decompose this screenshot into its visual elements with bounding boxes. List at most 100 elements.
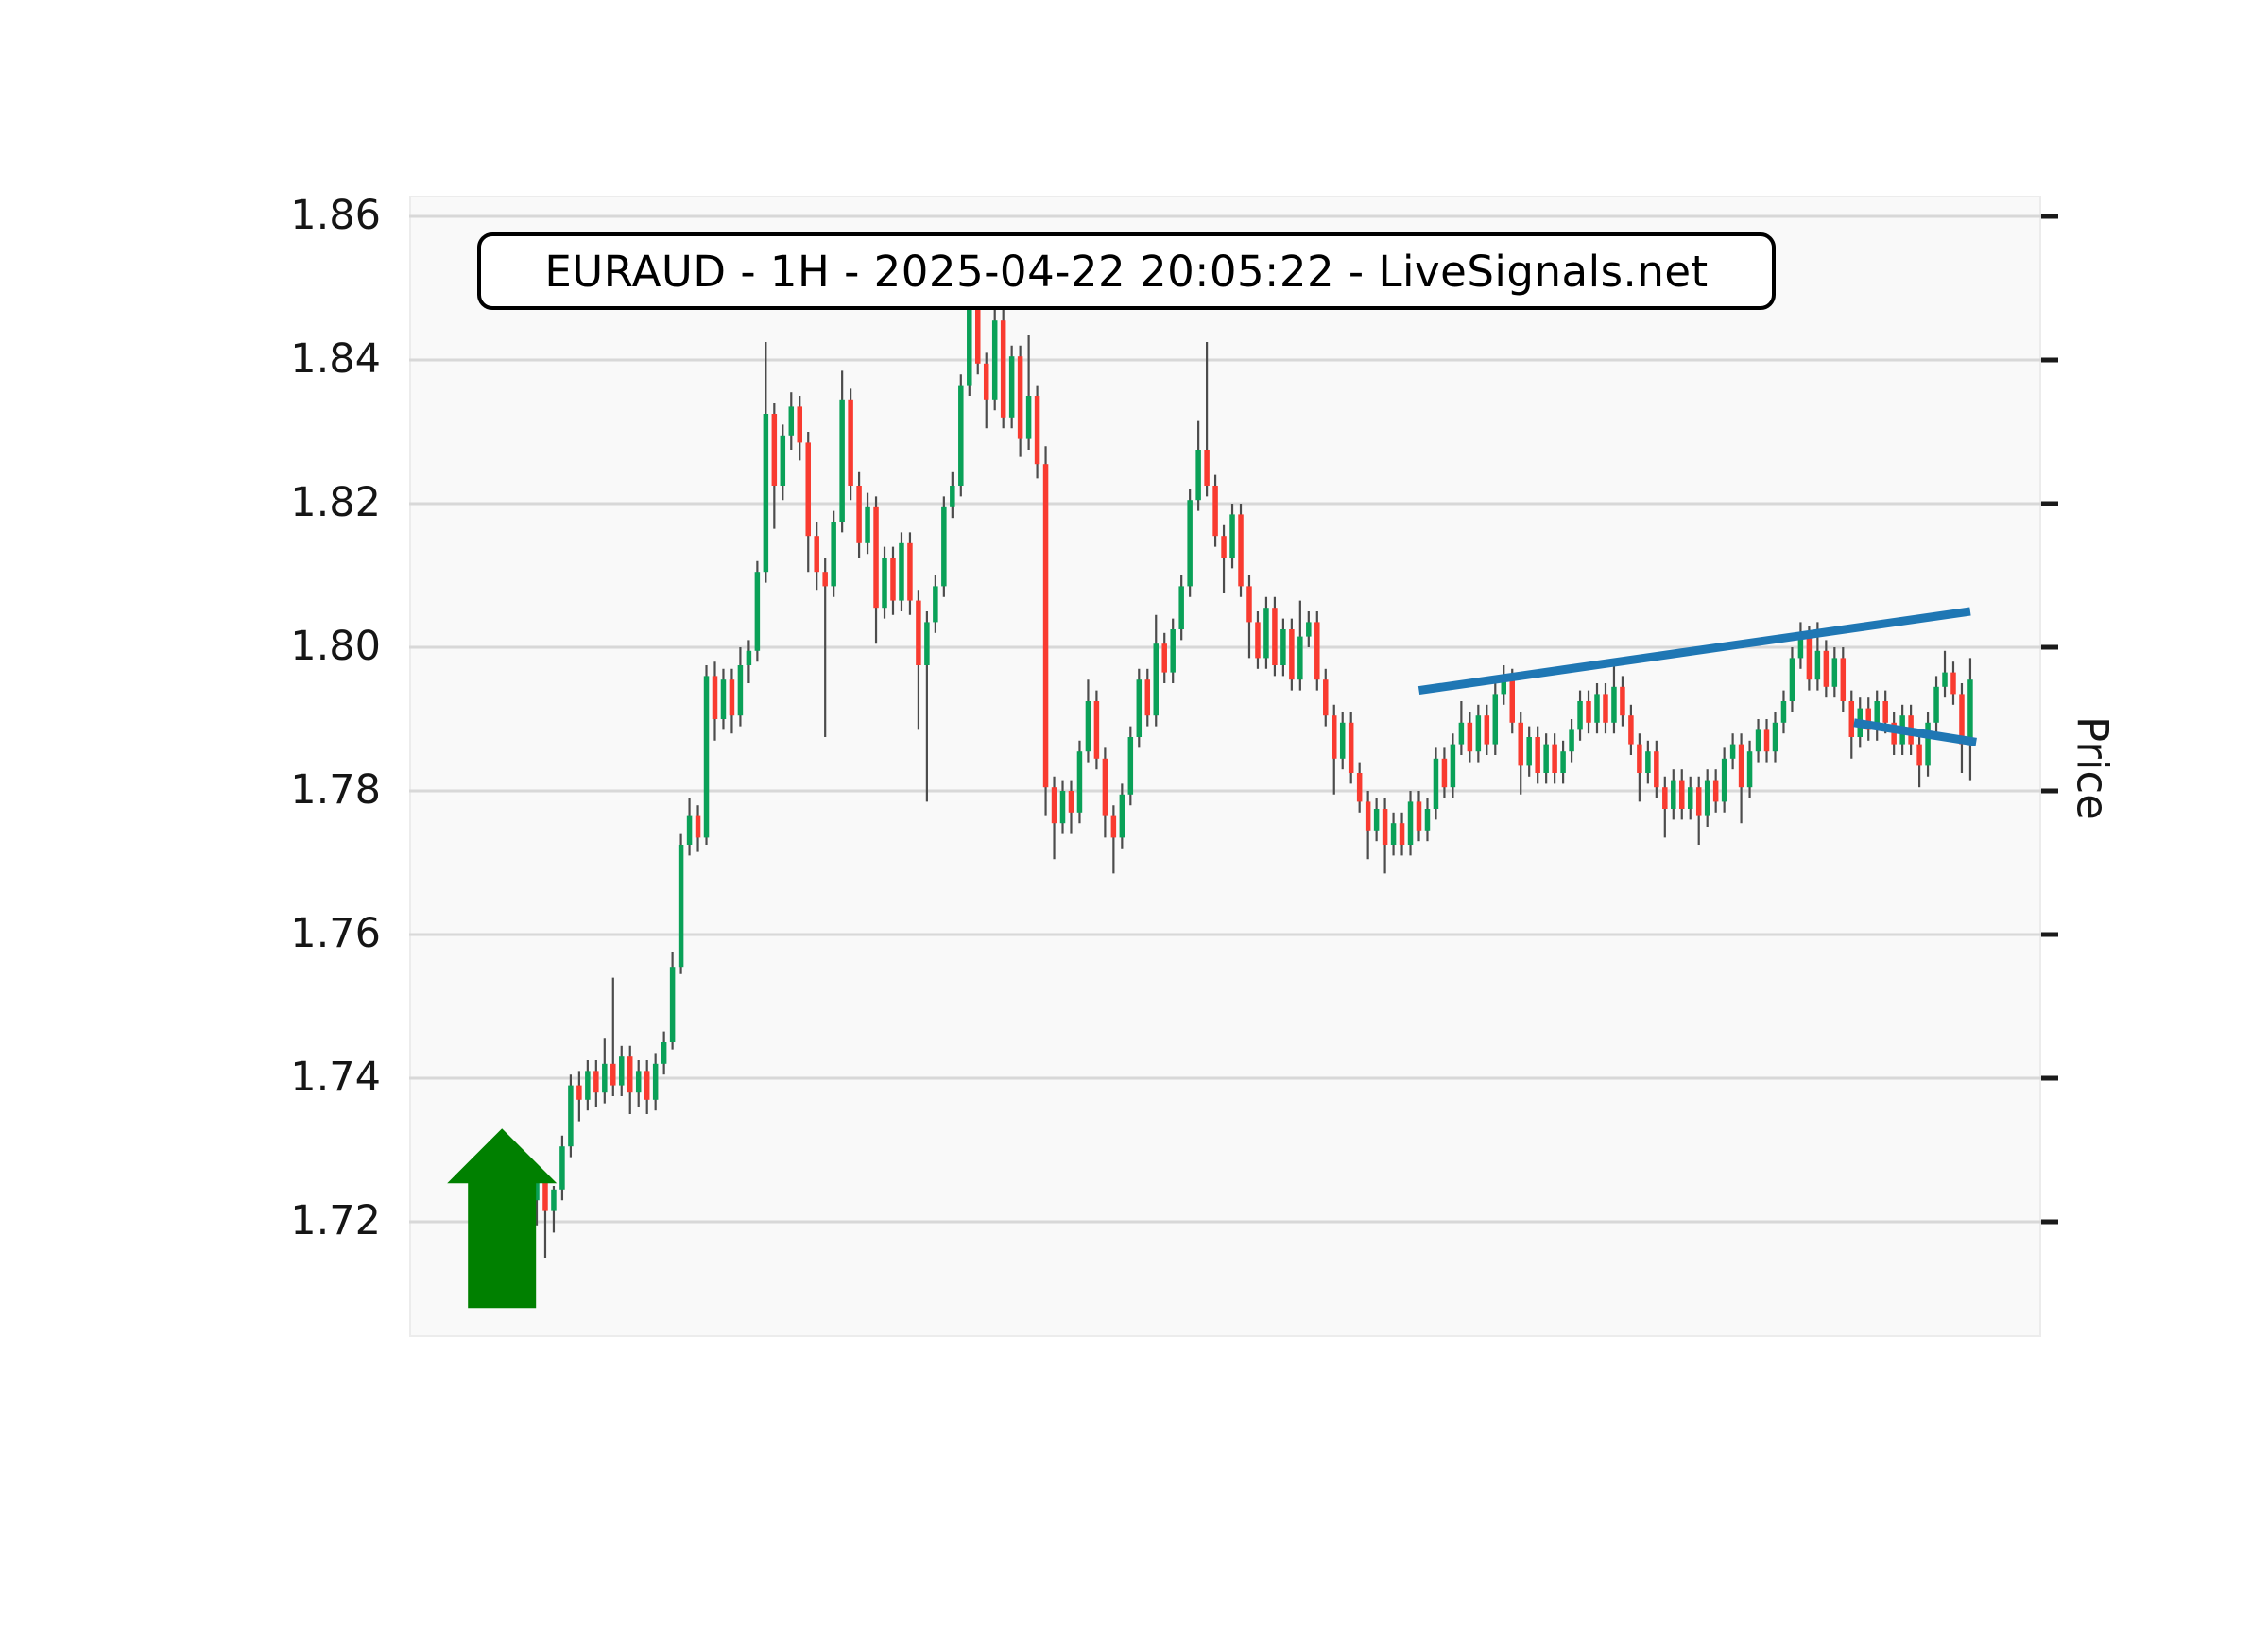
candle-body [1840,658,1847,701]
candle-body [1687,787,1693,809]
candle-body [1518,722,1523,766]
candle-body [797,406,803,443]
candle-body [1891,722,1897,745]
candle-body [1679,780,1685,809]
candle-body [1263,608,1269,659]
candle-body [1569,729,1574,752]
candle-body [1433,758,1439,809]
candle-body [585,1071,591,1100]
candle-body [1076,751,1083,813]
candle-body [1467,722,1473,752]
candle-body [1603,694,1608,723]
candle-body [1246,586,1252,623]
candle-body [967,299,972,386]
candle-body [1102,758,1108,816]
candle-body [1865,708,1871,730]
candle-body [1509,679,1515,723]
candle-body [1280,629,1286,665]
candle-body [712,676,718,719]
candle-body [1492,694,1499,745]
candle-body [1339,722,1346,759]
candle-body [916,600,921,665]
candle-body [1628,715,1634,745]
y-tick-label: 1.78 [290,766,381,814]
candle-body [1662,787,1668,809]
candle-body [1170,629,1176,673]
candle-body [788,406,795,436]
candle-body [1178,586,1184,629]
candle-body [1008,356,1015,418]
candle-body [1933,686,1939,723]
candle-body [873,506,879,609]
candle-body [686,815,693,845]
candle-body [805,442,811,537]
candle-body [856,486,862,543]
candle-body [1654,751,1659,788]
candle-body [1772,722,1778,752]
candle-body [1695,787,1702,816]
candle-body [542,1182,548,1211]
candle-body [737,665,744,716]
candle-body [1365,801,1371,831]
lower-trendline [1853,718,1977,746]
candle-body [1348,722,1354,773]
candle-body [1484,715,1490,745]
candle-body [771,414,778,486]
candle-body [1916,744,1922,766]
candle-body [703,676,710,838]
candle-body [839,399,845,522]
candle-body [1187,500,1193,587]
candle-body [695,815,701,838]
candle-body [1331,715,1337,759]
candle-body [1034,396,1040,465]
candle-body [831,522,836,587]
candle-body [780,435,786,486]
title-box: EURAUD - 1H - 2025-04-22 20:05:22 - Live… [477,232,1776,310]
candle-body [1560,751,1566,773]
candle-body [627,1056,633,1093]
candle-body [941,506,947,587]
y-tick-label: 1.76 [290,910,381,957]
candle-body [1831,658,1838,687]
candle-body [602,1063,608,1093]
candle-body [551,1189,557,1211]
candle-body [1645,751,1651,773]
y-tick-label: 1.80 [290,623,381,670]
candle-body [1017,356,1023,439]
y-tick-label: 1.72 [290,1197,381,1244]
candle-body [1543,744,1549,773]
candle-body [865,506,870,543]
candle-body [534,1182,540,1201]
candle-body [1552,744,1557,773]
y-tick-label: 1.74 [290,1054,381,1101]
candle-body [1153,643,1159,716]
candle-body [1390,823,1397,845]
candle-body [678,845,684,968]
candle-body [661,1042,667,1064]
candle-body [1000,320,1006,418]
candle-body [1441,758,1448,788]
candle-body [1272,608,1278,665]
candle-body [1093,701,1100,759]
buy-signal-up-arrow-icon [447,1128,558,1309]
candle-body [814,536,819,573]
candle-body [1161,643,1167,673]
candle-body [1042,464,1049,788]
y-tick-label: 1.86 [290,192,381,239]
candle-body [822,572,828,587]
candle-body [1848,701,1855,737]
candle-body [1229,514,1235,558]
candle-body [1874,701,1880,730]
candle-body [1806,636,1813,680]
candle-body [975,299,981,364]
candle-body [1323,679,1329,716]
candle-body [1535,737,1540,773]
candle-body [1195,450,1201,501]
y-tick-label: 1.82 [290,479,381,526]
candle-body [1950,672,1956,695]
candle-body [1526,737,1532,766]
candle-body [1882,701,1888,723]
y-axis-title: Price [2067,716,2118,820]
